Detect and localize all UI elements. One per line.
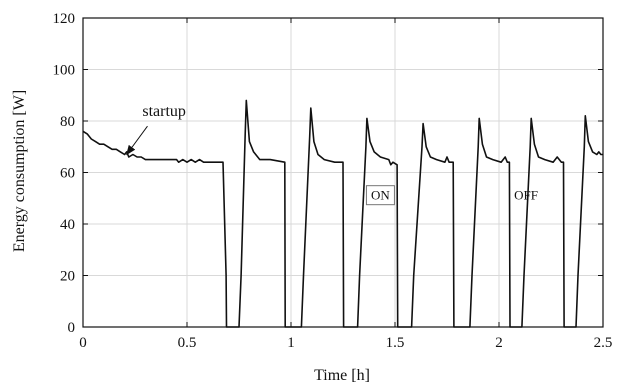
- x-tick-label: 1: [287, 335, 295, 351]
- y-axis-title: Energy consumption [W]: [11, 90, 28, 252]
- x-tick-label: 1.5: [386, 335, 405, 351]
- x-tick-label: 2: [495, 335, 503, 351]
- y-tick-label: 20: [60, 269, 75, 285]
- y-tick-label: 40: [60, 217, 75, 233]
- y-tick-label: 100: [53, 63, 76, 79]
- series-layer: [82, 99, 603, 328]
- x-tick-label: 2.5: [594, 335, 613, 351]
- ticks: 0 0.5 1 1.5 2 2.5 0 20 40 60 80 100 120: [53, 11, 613, 351]
- startup-arrow: [126, 125, 148, 156]
- x-tick-label: 0.5: [178, 335, 197, 351]
- annotations: startup ON OFF: [126, 103, 538, 206]
- off-label: OFF: [514, 188, 538, 203]
- x-axis-title: Time [h]: [314, 367, 370, 384]
- y-tick-label: 120: [53, 11, 76, 27]
- on-label: ON: [371, 188, 390, 203]
- x-tick-label: 0: [79, 335, 87, 351]
- startup-annotation: startup: [142, 103, 186, 120]
- y-tick-label: 80: [60, 114, 75, 130]
- energy-series-line: [82, 99, 603, 328]
- y-tick-label: 60: [60, 166, 75, 182]
- on-label-box: [365, 185, 395, 206]
- y-tick-label: 0: [68, 320, 76, 336]
